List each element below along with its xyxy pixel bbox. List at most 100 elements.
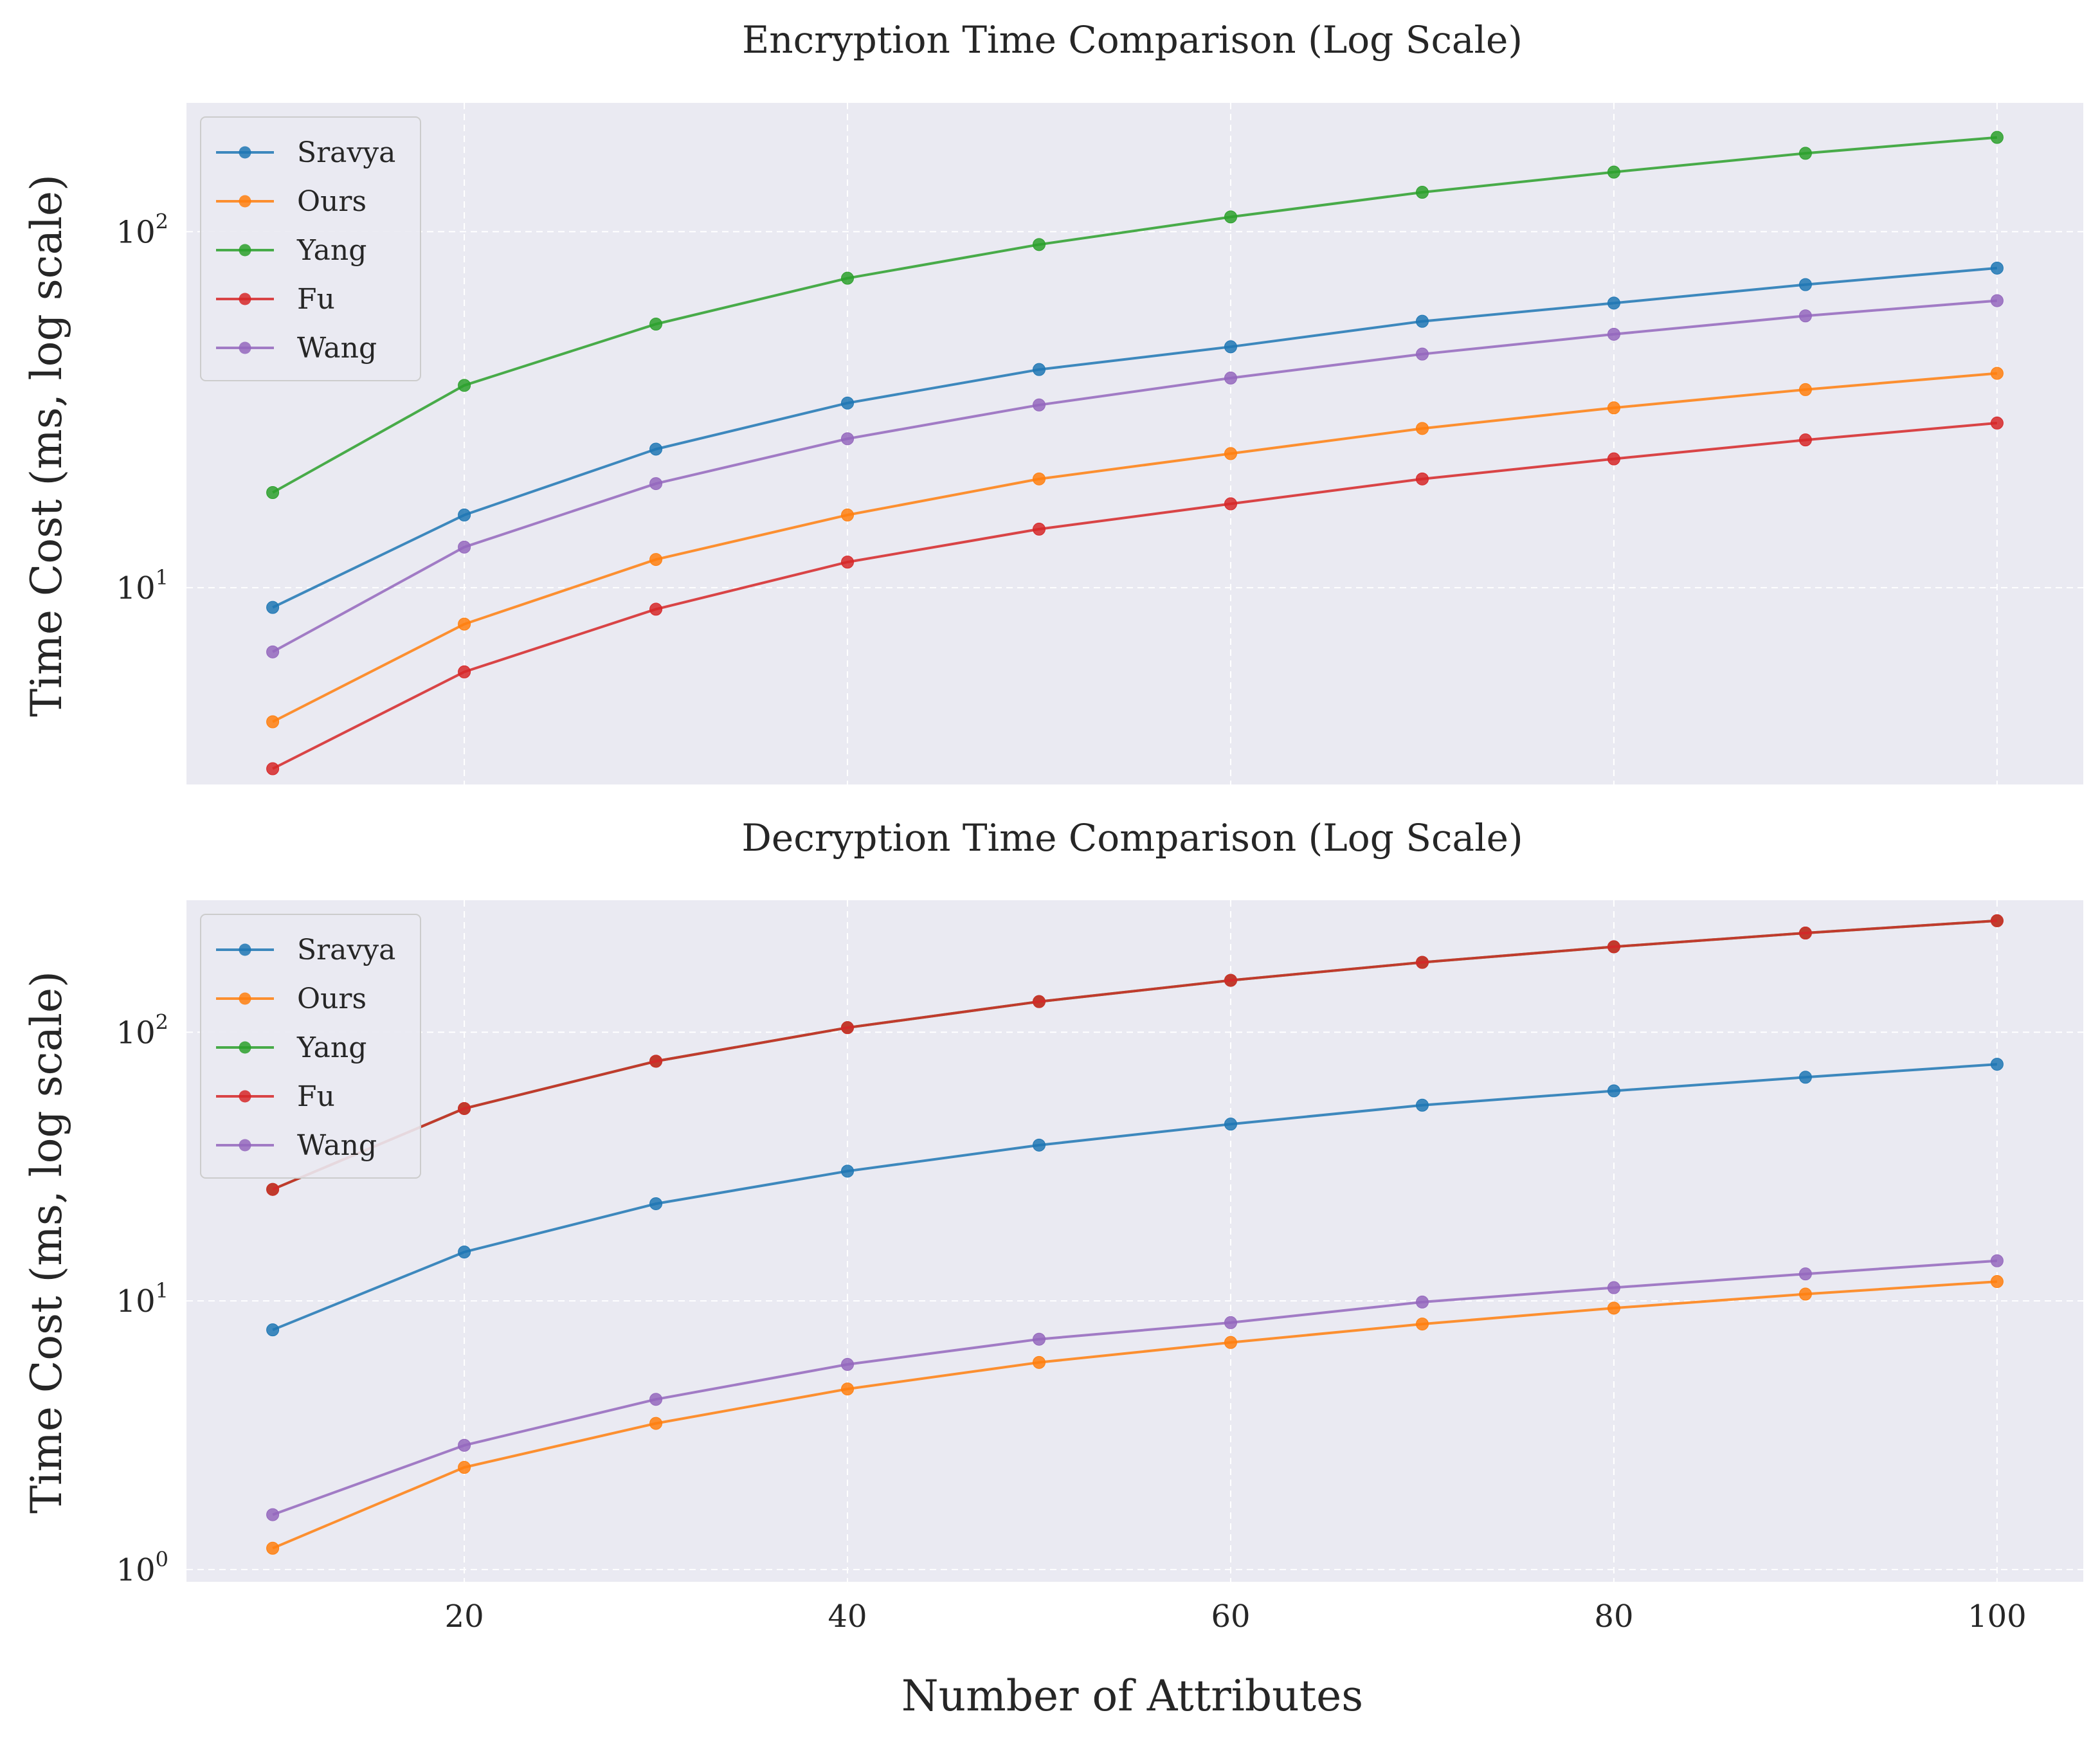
data-point-ours	[1224, 447, 1237, 460]
legend-marker-sravya	[239, 146, 251, 159]
data-point-ours	[1607, 401, 1620, 415]
data-point-ours	[1798, 1287, 1812, 1301]
data-point-ours	[1415, 1318, 1429, 1331]
plot-area	[186, 103, 2083, 784]
data-point-yang	[1607, 165, 1620, 179]
data-point-sravya	[1990, 1058, 2004, 1071]
data-point-fu	[1798, 927, 1812, 940]
data-point-sravya	[841, 1165, 855, 1178]
data-point-ours	[1607, 1301, 1620, 1315]
data-point-fu	[1415, 956, 1429, 969]
y-tick-label: 100	[116, 1547, 168, 1588]
data-point-ours	[1033, 1355, 1046, 1369]
legend-marker-sravya	[239, 943, 251, 956]
data-point-yang	[841, 271, 855, 285]
data-point-sravya	[1224, 340, 1237, 354]
data-point-wang	[458, 540, 471, 554]
data-point-ours	[841, 508, 855, 521]
legend-box	[200, 116, 421, 381]
data-point-sravya	[458, 1246, 471, 1259]
data-point-wang	[458, 1438, 471, 1452]
legend-label-ours: Ours	[297, 185, 367, 218]
data-point-ours	[266, 1541, 280, 1555]
data-point-fu	[1033, 522, 1046, 536]
x-tick-label: 80	[1594, 1599, 1633, 1635]
data-point-wang	[1990, 1254, 2004, 1267]
x-tick-label: 100	[1968, 1599, 2027, 1635]
x-tick-label: 20	[445, 1599, 484, 1635]
data-point-ours	[266, 715, 280, 729]
data-point-wang	[841, 432, 855, 446]
data-point-fu	[1224, 497, 1237, 511]
data-point-wang	[1415, 1295, 1429, 1309]
data-point-sravya	[1798, 1071, 1812, 1084]
data-point-wang	[1415, 347, 1429, 361]
series-line-sravya	[272, 266, 1998, 609]
data-point-ours	[458, 1461, 471, 1474]
data-point-sravya	[1415, 314, 1429, 328]
x-tick-label: 40	[828, 1599, 867, 1635]
data-point-fu	[1224, 974, 1237, 987]
series-line-wang	[272, 1259, 1998, 1516]
plot-area	[186, 900, 2083, 1582]
data-point-fu	[1607, 940, 1620, 954]
x-tick-label: 60	[1211, 1599, 1250, 1635]
legend-marker-fu	[239, 1090, 251, 1103]
legend-label-ours: Ours	[297, 983, 367, 1015]
data-point-ours	[1415, 422, 1429, 435]
series-line-yang	[272, 136, 1998, 494]
data-point-yang	[1798, 147, 1812, 160]
legend-marker-fu	[239, 293, 251, 305]
data-point-sravya	[266, 1323, 280, 1337]
data-point-sravya	[458, 508, 471, 521]
data-point-ours	[1990, 367, 2004, 380]
data-point-yang	[1990, 131, 2004, 144]
data-point-wang	[1033, 398, 1046, 412]
data-point-fu	[1415, 472, 1429, 485]
legend-label-wang: Wang	[297, 332, 377, 365]
data-point-fu	[1033, 995, 1046, 1008]
data-point-yang	[458, 379, 471, 392]
data-point-fu	[266, 762, 280, 775]
y-tick-label: 102	[116, 1010, 168, 1051]
encryption-y-axis-label: Time Cost (ms, log scale)	[22, 174, 71, 717]
data-point-fu	[1990, 914, 2004, 927]
data-point-wang	[1798, 309, 1812, 323]
series-line-fu	[272, 919, 1998, 1191]
data-point-sravya	[1798, 278, 1812, 291]
data-point-sravya	[1990, 261, 2004, 275]
series-line-ours	[272, 372, 1998, 723]
data-point-sravya	[649, 442, 663, 456]
data-point-yang	[266, 486, 280, 500]
legend-marker-ours	[239, 195, 251, 208]
y-tick-label: 101	[116, 565, 168, 606]
legend-marker-ours	[239, 992, 251, 1005]
decryption-y-axis-label: Time Cost (ms, log scale)	[22, 971, 71, 1514]
decryption-panel: Decryption Time Comparison (Log Scale) T…	[22, 816, 2083, 1721]
data-point-yang	[1224, 210, 1237, 224]
data-point-sravya	[1224, 1118, 1237, 1131]
data-point-ours	[649, 1417, 663, 1430]
data-point-wang	[1607, 327, 1620, 341]
legend-label-yang: Yang	[296, 1031, 367, 1064]
data-point-fu	[1990, 416, 2004, 430]
decryption-title: Decryption Time Comparison (Log Scale)	[741, 816, 1523, 860]
legend-label-yang: Yang	[296, 234, 367, 267]
data-point-wang	[1798, 1267, 1812, 1281]
series-line-ours	[272, 1280, 1998, 1550]
data-point-wang	[1990, 294, 2004, 307]
encryption-panel: Encryption Time Comparison (Log Scale) T…	[22, 18, 2083, 784]
data-point-fu	[1607, 452, 1620, 466]
data-point-sravya	[1607, 1084, 1620, 1098]
legend-label-fu: Fu	[297, 283, 335, 316]
data-point-wang	[841, 1357, 855, 1371]
y-tick-label: 101	[116, 1278, 168, 1319]
data-point-fu	[458, 1101, 471, 1115]
data-point-fu	[841, 556, 855, 569]
data-point-ours	[458, 617, 471, 631]
data-point-ours	[1224, 1336, 1237, 1349]
data-point-ours	[1990, 1275, 2004, 1289]
data-point-wang	[1033, 1332, 1046, 1346]
series-line-wang	[272, 299, 1998, 653]
